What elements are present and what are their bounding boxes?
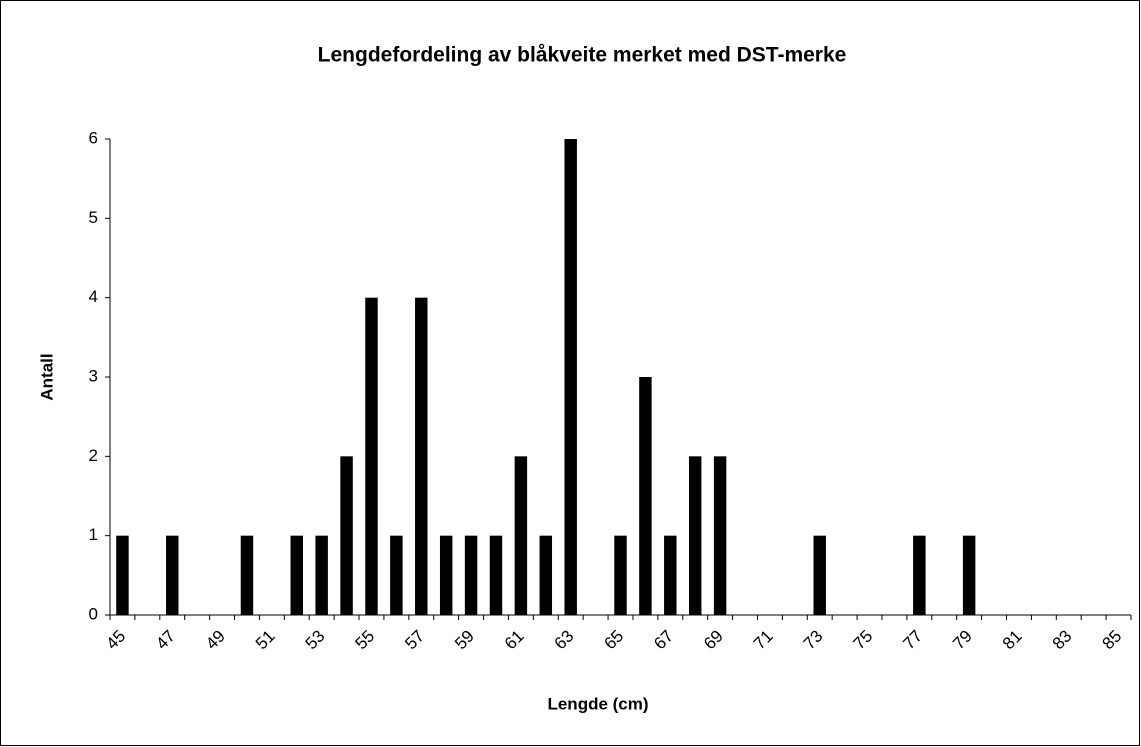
y-tick-label: 1	[89, 525, 98, 544]
y-axis-label: Antall	[37, 353, 56, 400]
bar	[813, 535, 826, 615]
bar	[614, 535, 627, 615]
bar	[713, 456, 727, 615]
bar	[340, 456, 353, 615]
bar	[664, 535, 677, 615]
y-tick-label: 5	[89, 208, 98, 227]
bar	[489, 535, 503, 615]
bar	[390, 535, 403, 615]
bar	[913, 535, 926, 615]
bar	[166, 535, 179, 615]
bar	[539, 535, 553, 615]
y-tick-label: 2	[89, 446, 98, 465]
bar	[290, 535, 303, 615]
bar	[639, 377, 652, 615]
bar	[564, 139, 577, 615]
y-tick-label: 0	[89, 604, 98, 623]
y-tick-label: 3	[89, 366, 98, 385]
bar	[315, 535, 328, 615]
bar	[240, 535, 254, 615]
x-axis-label: Lengde (cm)	[547, 694, 648, 713]
bar	[464, 535, 478, 615]
bar	[688, 456, 702, 615]
y-tick-label: 6	[89, 128, 98, 147]
y-tick-label: 4	[89, 287, 98, 306]
bar	[365, 297, 378, 615]
bar	[439, 535, 453, 615]
bar	[962, 535, 976, 615]
chart-title: Lengdefordeling av blåkveite merket med …	[318, 44, 847, 67]
bar	[116, 535, 129, 615]
bar	[514, 456, 528, 615]
bar	[415, 297, 428, 615]
